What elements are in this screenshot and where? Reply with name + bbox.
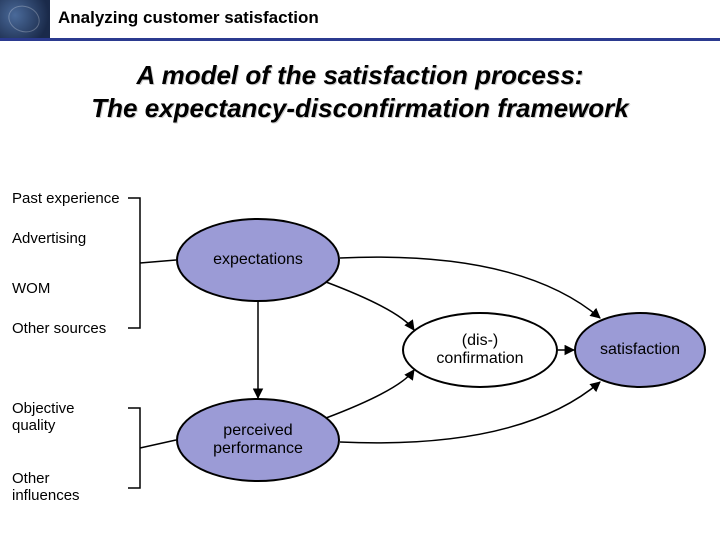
label-other-influences: Otherinfluences [12, 470, 80, 505]
node-perceived: perceivedperformance [176, 398, 340, 482]
label-advertising: Advertising [12, 230, 86, 247]
edge-expectations-to-disconf [326, 282, 414, 330]
slide-header: Analyzing customer satisfaction [0, 0, 720, 41]
node-expectations: expectations [176, 218, 340, 302]
globe-logo-icon [0, 0, 50, 38]
edge-perceived-to-satisfaction [340, 382, 600, 443]
bracket-bottom-bracket [128, 408, 176, 488]
header-title: Analyzing customer satisfaction [58, 8, 319, 28]
node-disconf: (dis-)confirmation [402, 312, 558, 388]
node-satisfaction: satisfaction [574, 312, 706, 388]
title-line-2: The expectancy-disconfirmation framework [91, 93, 628, 123]
edge-perceived-to-disconf [326, 370, 414, 418]
label-objective-quality: Objectivequality [12, 400, 75, 435]
label-past-experience: Past experience [12, 190, 120, 207]
slide-title: A model of the satisfaction process: The… [20, 59, 700, 124]
label-wom: WOM [12, 280, 50, 297]
label-other-sources: Other sources [12, 320, 106, 337]
edge-expectations-to-satisfaction [340, 257, 600, 318]
flow-diagram: Past experience Advertising WOM Other sourc… [0, 150, 720, 540]
title-line-1: A model of the satisfaction process: [137, 60, 584, 90]
bracket-top-bracket [128, 198, 176, 328]
